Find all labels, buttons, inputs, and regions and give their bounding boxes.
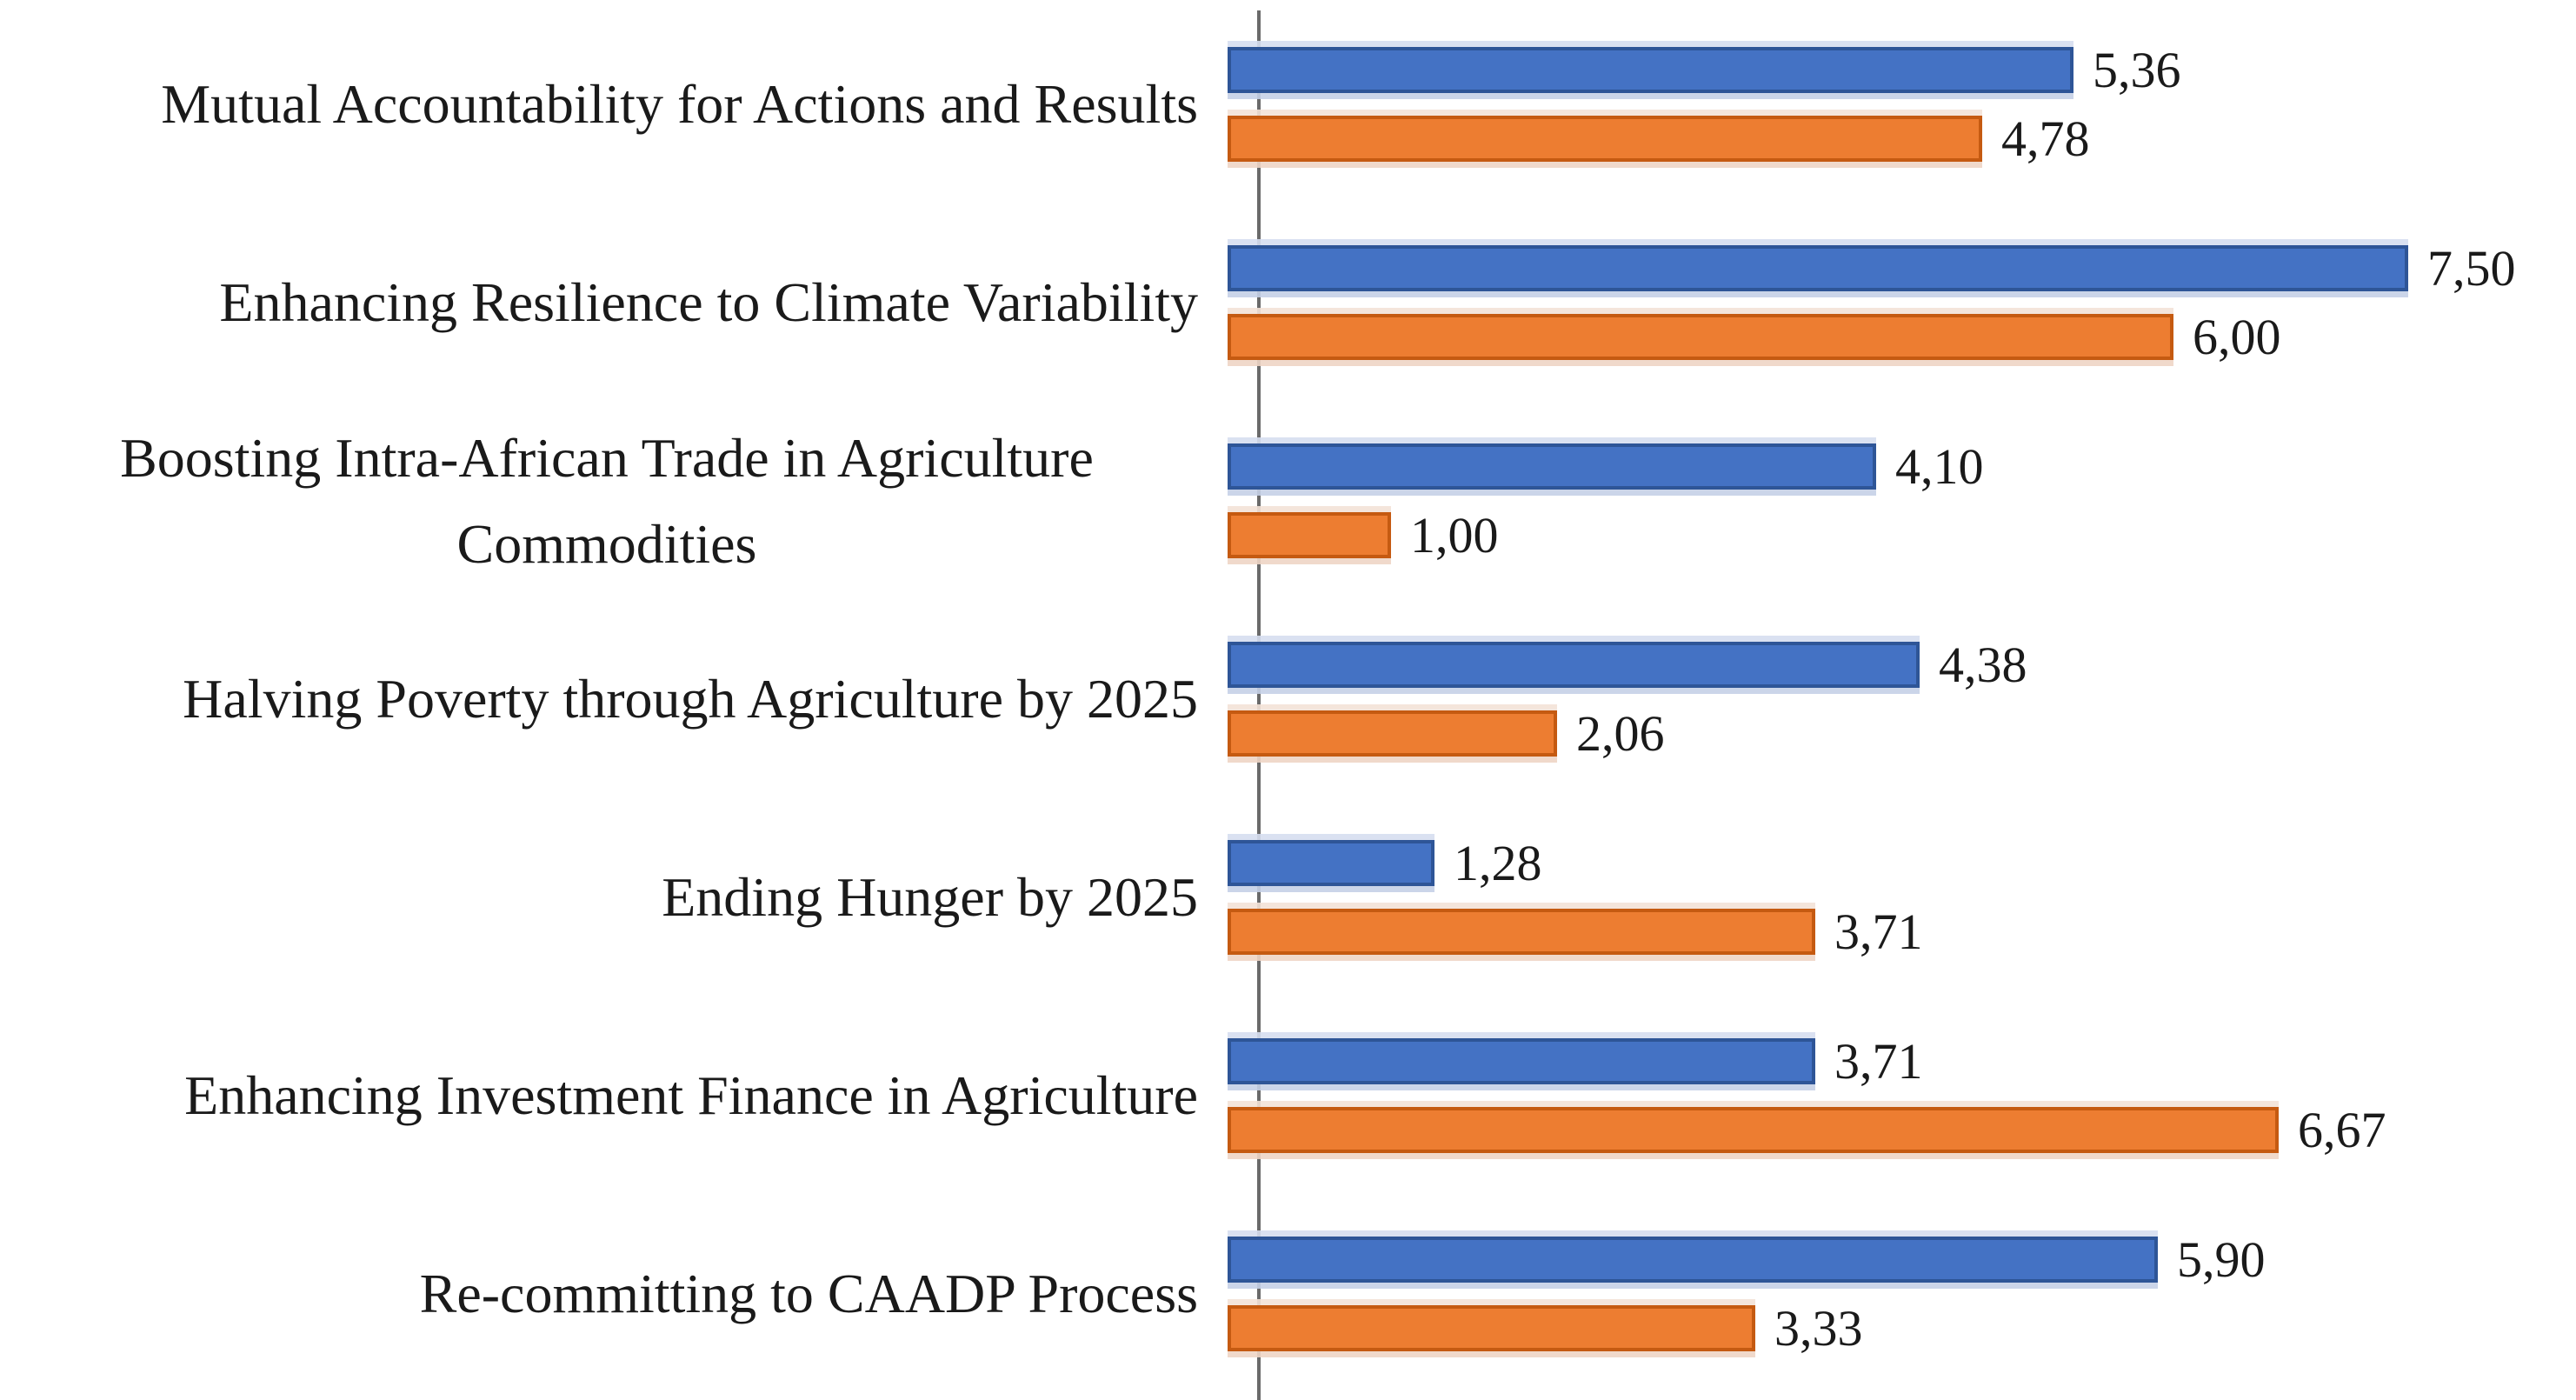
bars-cell: 5,90 3,33: [1228, 1195, 2576, 1393]
bar-row-orange: 6,00: [1228, 309, 2576, 365]
value-label: 3,71: [1834, 903, 1923, 960]
category-group: Ending Hunger by 2025 1,28 3,71: [0, 798, 2576, 997]
value-label: 3,33: [1774, 1300, 1863, 1357]
bar-row-blue: 4,38: [1228, 637, 2576, 693]
category-label-cell: Enhancing Investment Finance in Agricult…: [0, 997, 1228, 1195]
value-label: 6,00: [2193, 309, 2281, 365]
bar-blue: [1228, 443, 1876, 490]
bar-row-orange: 3,33: [1228, 1300, 2576, 1357]
bars-cell: 3,71 6,67: [1228, 997, 2576, 1195]
category-label: Halving Poverty through Agriculture by 2…: [183, 668, 1198, 730]
category-label-cell: Boosting Intra-African Trade in Agricult…: [0, 402, 1228, 600]
vertical-axis-line: [1257, 10, 1261, 1400]
value-label: 1,00: [1410, 507, 1499, 563]
bars-cell: 7,50 6,00: [1228, 203, 2576, 402]
category-group: Halving Poverty through Agriculture by 2…: [0, 600, 2576, 798]
bar-orange: [1228, 1107, 2279, 1153]
category-label-cell: Ending Hunger by 2025: [0, 798, 1228, 997]
bar-orange: [1228, 1305, 1755, 1351]
bar-row-orange: 6,67: [1228, 1102, 2576, 1158]
category-label: Re-committing to CAADP Process: [419, 1263, 1198, 1325]
bar-blue: [1228, 1038, 1815, 1084]
category-label-cell: Enhancing Resilience to Climate Variabil…: [0, 203, 1228, 402]
bar-blue: [1228, 840, 1434, 886]
category-label: Enhancing Investment Finance in Agricult…: [184, 1064, 1198, 1127]
bar-row-blue: 7,50: [1228, 240, 2576, 297]
value-label: 4,78: [2001, 110, 2090, 167]
bars-cell: 5,36 4,78: [1228, 5, 2576, 203]
value-label: 4,10: [1895, 438, 1984, 495]
bar-row-orange: 4,78: [1228, 110, 2576, 167]
category-label-cell: Mutual Accountability for Actions and Re…: [0, 5, 1228, 203]
bar-blue: [1228, 245, 2408, 291]
bar-blue: [1228, 642, 1920, 688]
bar-row-orange: 3,71: [1228, 903, 2576, 960]
value-label: 7,50: [2427, 240, 2516, 297]
bar-row-blue: 5,36: [1228, 42, 2576, 98]
bar-row-blue: 1,28: [1228, 835, 2576, 891]
bar-row-blue: 3,71: [1228, 1033, 2576, 1090]
bar-orange: [1228, 314, 2173, 360]
bar-row-orange: 2,06: [1228, 705, 2576, 762]
category-label-cell: Re-committing to CAADP Process: [0, 1195, 1228, 1393]
bar-blue: [1228, 1237, 2158, 1283]
bar-orange: [1228, 710, 1557, 757]
bar-row-blue: 5,90: [1228, 1231, 2576, 1288]
bar-blue: [1228, 47, 2073, 93]
value-label: 1,28: [1454, 835, 1542, 891]
bars-cell: 4,10 1,00: [1228, 402, 2576, 600]
value-label: 3,71: [1834, 1033, 1923, 1090]
chart-plot-area: Mutual Accountability for Actions and Re…: [0, 5, 2576, 1393]
category-group: Enhancing Resilience to Climate Variabil…: [0, 203, 2576, 402]
value-label: 5,90: [2177, 1231, 2266, 1288]
category-label: Ending Hunger by 2025: [662, 866, 1198, 929]
value-label: 5,36: [2093, 42, 2181, 98]
category-group: Re-committing to CAADP Process 5,90 3,33: [0, 1195, 2576, 1393]
category-label: Mutual Accountability for Actions and Re…: [161, 73, 1198, 136]
value-label: 4,38: [1939, 637, 2027, 693]
bars-cell: 1,28 3,71: [1228, 798, 2576, 997]
category-label: Enhancing Resilience to Climate Variabil…: [219, 271, 1198, 334]
value-label: 2,06: [1576, 705, 1665, 762]
category-group: Enhancing Investment Finance in Agricult…: [0, 997, 2576, 1195]
bar-row-blue: 4,10: [1228, 438, 2576, 495]
category-group: Mutual Accountability for Actions and Re…: [0, 5, 2576, 203]
bar-orange: [1228, 116, 1982, 162]
bars-cell: 4,38 2,06: [1228, 600, 2576, 798]
category-label: Boosting Intra-African Trade in Agricult…: [120, 426, 1094, 575]
category-label-cell: Halving Poverty through Agriculture by 2…: [0, 600, 1228, 798]
value-label: 6,67: [2298, 1102, 2386, 1158]
category-group: Boosting Intra-African Trade in Agricult…: [0, 402, 2576, 600]
bar-orange: [1228, 909, 1815, 955]
bar-row-orange: 1,00: [1228, 507, 2576, 563]
bar-orange: [1228, 512, 1391, 558]
